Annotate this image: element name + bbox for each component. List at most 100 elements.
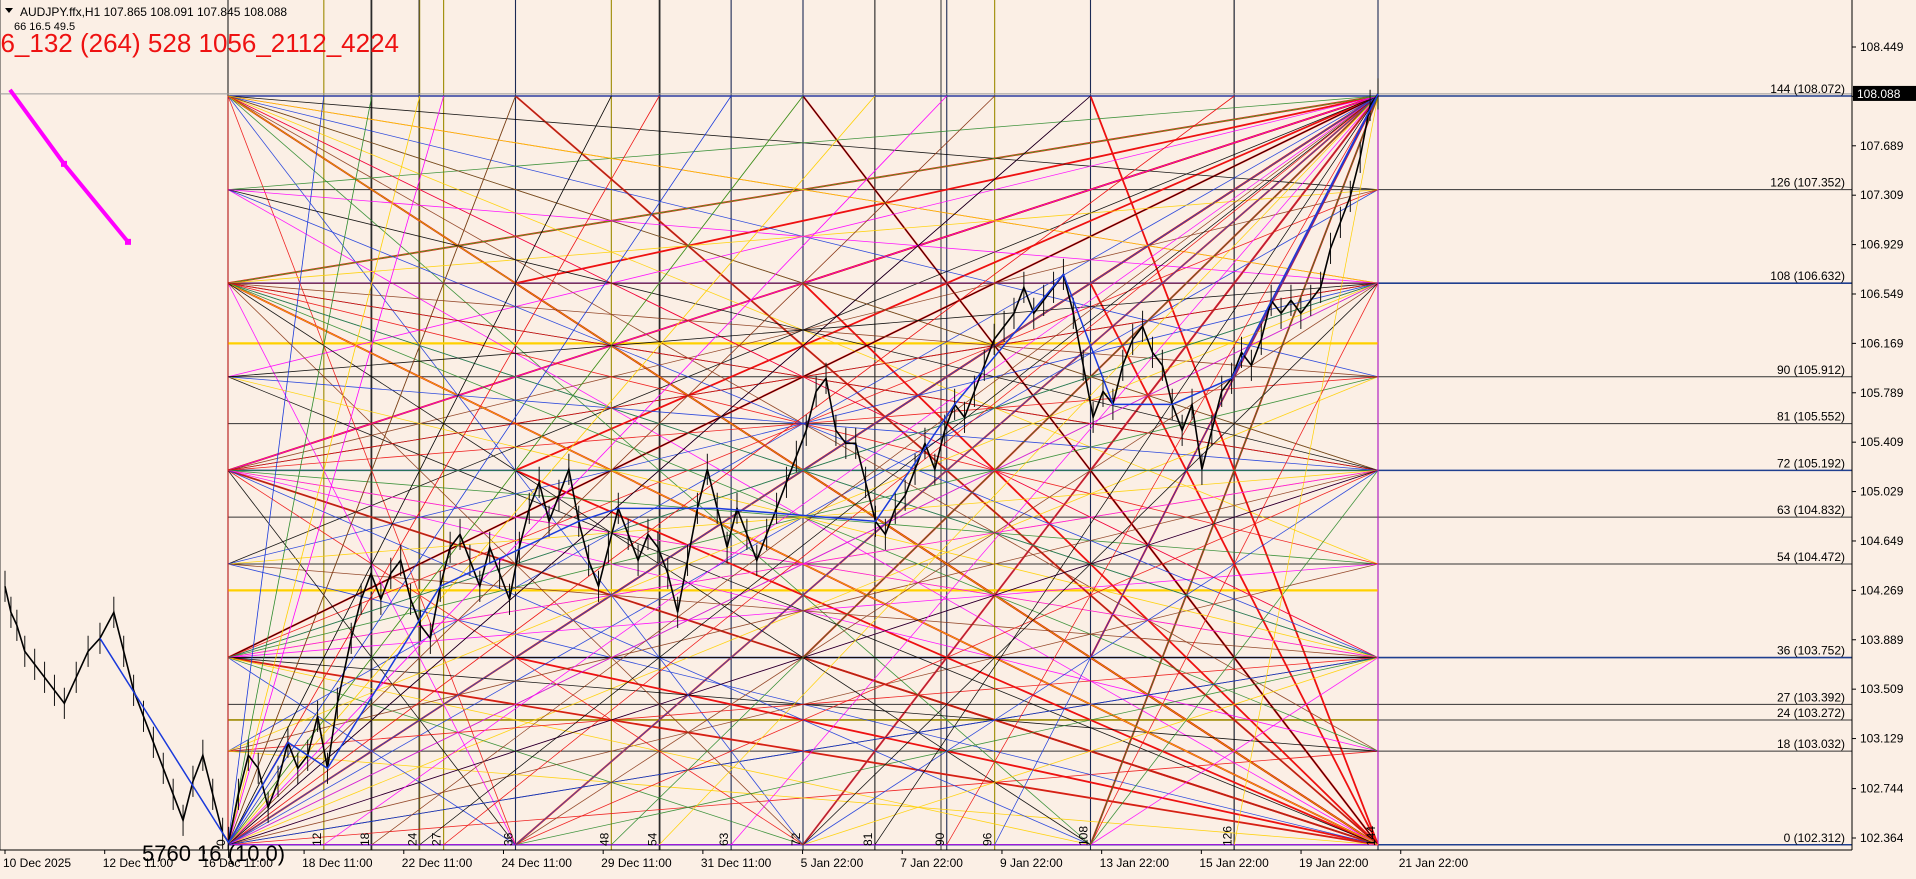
level-label: 63 (104.832) — [1777, 503, 1845, 517]
time-axis-label: 16 Dec 11:00 — [202, 856, 273, 870]
grid-step-label: 96 — [981, 832, 995, 846]
fan-line — [227, 95, 325, 845]
price-axis-label: 105.789 — [1860, 386, 1904, 400]
time-axis-label: 15 Jan 22:00 — [1199, 856, 1269, 870]
price-axis-label: 102.364 — [1860, 831, 1904, 845]
fan-line — [227, 657, 1379, 752]
time-axis-label: 29 Dec 11:00 — [601, 856, 672, 870]
fan-line — [802, 95, 1379, 845]
price-axis-label: 108.449 — [1860, 40, 1904, 54]
collapse-arrow-icon[interactable] — [5, 8, 13, 13]
fan-line — [227, 189, 1379, 284]
fan-line — [323, 95, 1379, 846]
fan-line — [946, 95, 1379, 845]
fan-line — [419, 95, 1379, 846]
grid-step-label: 126 — [1220, 826, 1234, 846]
fan-line — [1233, 95, 1379, 845]
chart-header: AUDJPY.ffx,H1 107.865 108.091 107.845 10… — [0, 5, 399, 866]
level-label: 126 (107.352) — [1770, 176, 1845, 190]
fan-line — [515, 95, 1379, 846]
time-axis: 10 Dec 2025 12 Dec 11:00 16 Dec 11:00 18 De… — [3, 850, 1468, 870]
magenta-marker — [61, 160, 67, 167]
level-label: 72 (105.192) — [1777, 456, 1845, 470]
time-axis-label: 22 Dec 11:00 — [402, 856, 473, 870]
price-axis-label: 106.549 — [1860, 287, 1904, 301]
magenta-indicator — [8, 88, 131, 245]
grid-step-label: 63 — [717, 832, 731, 846]
level-label: 144 (108.072) — [1770, 82, 1845, 96]
level-label: 18 (103.032) — [1777, 737, 1845, 751]
price-axis-label: 103.889 — [1860, 633, 1904, 647]
fan-line — [874, 95, 1379, 845]
fan-line — [227, 282, 1379, 846]
time-axis-label: 12 Dec 11:00 — [103, 856, 174, 870]
fan-line — [227, 469, 1379, 752]
fan-line — [227, 95, 948, 846]
fan-line — [227, 95, 612, 845]
grid-step-label: 72 — [789, 832, 803, 846]
fan-line — [227, 282, 1379, 471]
fan-line — [227, 95, 1379, 190]
time-axis-label: 31 Dec 11:00 — [701, 856, 772, 870]
grid-step-label: 18 — [358, 832, 372, 846]
level-label: 81 (105.552) — [1777, 410, 1845, 424]
grid-step-label: 0 — [214, 839, 228, 846]
time-axis-label: 9 Jan 22:00 — [1000, 856, 1063, 870]
level-label: 27 (103.392) — [1777, 690, 1845, 704]
fan-line — [802, 282, 1379, 846]
time-axis-label: 13 Jan 22:00 — [1100, 856, 1170, 870]
time-axis-label: 18 Dec 11:00 — [302, 856, 373, 870]
fan-line — [227, 657, 1379, 846]
grid-step-label: 12 — [310, 832, 324, 846]
time-axis-label: 10 Dec 2025 — [3, 856, 71, 870]
grid-step-label: 54 — [645, 832, 659, 846]
level-label: 108 (106.632) — [1770, 269, 1845, 283]
fan-line — [227, 282, 1379, 378]
time-axis-label: 21 Jan 22:00 — [1399, 856, 1469, 870]
price-axis-label: 107.309 — [1860, 188, 1904, 202]
zigzag-line — [99, 93, 1379, 844]
level-label: 54 (104.472) — [1777, 550, 1845, 564]
price-axis-label: 104.269 — [1860, 583, 1904, 597]
grid-step-label: 144 — [1364, 826, 1378, 846]
fan-line — [227, 95, 732, 845]
grid-step-label: 81 — [861, 832, 875, 846]
price-series — [4, 78, 1379, 859]
fan-line — [730, 95, 1379, 845]
price-line — [4, 93, 1379, 845]
fan-line — [227, 282, 1379, 565]
fan-line — [1090, 283, 1379, 845]
vertical-grid-lines — [0, 0, 1379, 850]
fan-line — [227, 750, 1379, 846]
fan-line — [611, 95, 1379, 846]
time-axis-label: 24 Dec 11:00 — [501, 856, 572, 870]
fan-line — [227, 95, 516, 845]
fan-line — [227, 95, 995, 846]
price-axis-label: 102.744 — [1860, 782, 1904, 796]
price-axis-label: 103.509 — [1860, 682, 1904, 696]
time-axis-label: 19 Jan 22:00 — [1299, 856, 1369, 870]
gann-fan-lines — [227, 95, 1379, 846]
current-price-tag: 108.088 — [1853, 85, 1916, 101]
fan-line — [227, 95, 445, 845]
price-axis: 108.449108.069107.689107.309106.929106.5… — [1852, 40, 1904, 845]
current-price-value: 108.088 — [1857, 87, 1901, 101]
fan-line — [1090, 657, 1379, 846]
fan-line — [227, 95, 1379, 846]
fan-line — [227, 95, 1091, 846]
grid-step-label: 27 — [430, 832, 444, 846]
fan-line — [994, 95, 1379, 845]
fan-line — [227, 282, 1379, 752]
price-axis-label: 105.409 — [1860, 435, 1904, 449]
grid-step-label: 24 — [406, 832, 420, 846]
fan-line — [1090, 95, 1379, 845]
grid-step-label: 48 — [597, 832, 611, 846]
fan-line — [227, 95, 421, 845]
price-axis-label: 106.929 — [1860, 238, 1904, 252]
price-axis-label: 103.129 — [1860, 732, 1904, 746]
price-axis-label: 105.029 — [1860, 485, 1904, 499]
fan-line — [227, 95, 1379, 284]
fan-line — [802, 657, 1379, 846]
